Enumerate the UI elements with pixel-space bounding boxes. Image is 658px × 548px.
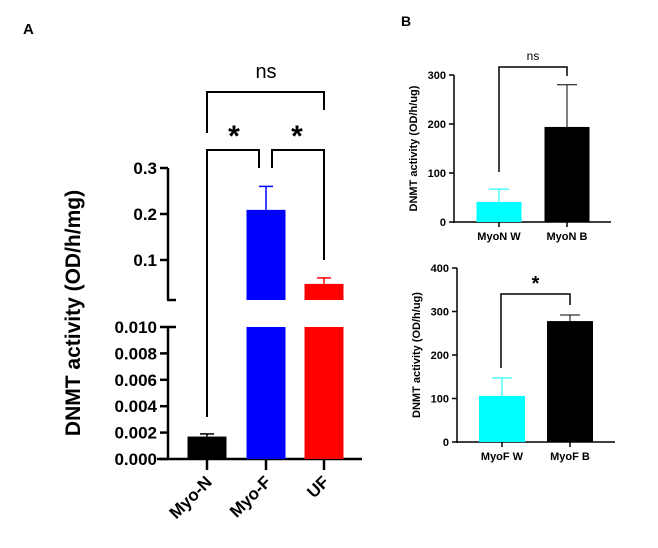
y-tick-label: 100 (431, 394, 449, 406)
y-tick-label: 0.006 (114, 371, 157, 390)
panel-label-b: B (401, 13, 411, 29)
y-tick-label: 100 (428, 168, 446, 180)
y-tick-label: 0.008 (114, 344, 157, 363)
bar-myo-f-lower (246, 327, 286, 459)
panel-label-a: A (23, 21, 34, 38)
x-tick-label: MyoN B (547, 231, 588, 243)
x-tick-label: MyoF W (481, 451, 524, 463)
significance-label: ns (255, 61, 276, 83)
y-tick-label: 300 (431, 307, 449, 319)
y-tick-label: 400 (431, 263, 449, 275)
x-tick-label: Myo-N (166, 472, 216, 522)
significance-label: ns (527, 49, 540, 63)
bar-myof-w (479, 395, 525, 442)
y-tick-label: 200 (431, 350, 449, 362)
y-tick-label: 0.1 (133, 251, 157, 270)
y-tick-label: 0 (443, 437, 449, 449)
y-tick-label: 300 (428, 70, 446, 82)
y-tick-label: 0.000 (114, 450, 157, 469)
significance-label: * (228, 120, 240, 153)
y-axis-label: DNMT activity (OD/h/ug) (408, 85, 420, 211)
bar-myo-f-upper (246, 209, 286, 300)
y-tick-label: 0 (440, 217, 446, 229)
x-tick-label: MyoF B (550, 451, 590, 463)
x-tick-label: Myo-F (226, 472, 275, 521)
y-tick-label: 0.2 (133, 205, 157, 224)
x-tick-label: UF (303, 472, 332, 501)
y-tick-label: 200 (428, 119, 446, 131)
significance-label: * (291, 120, 303, 153)
significance-bracket (206, 91, 325, 133)
significance-label: * (532, 273, 540, 295)
y-axis-label: DNMT activity (OD/h/mg) (62, 190, 85, 436)
significance-bracket (500, 293, 571, 368)
y-tick-label: 0.010 (114, 318, 157, 337)
bar-myof-b (547, 321, 593, 442)
x-tick-label: MyoN W (477, 231, 521, 243)
bar-myo-n (187, 436, 227, 459)
significance-bracket (498, 66, 568, 172)
bar-uf-lower (304, 327, 344, 459)
bar-myon-b (544, 126, 590, 222)
y-axis-label: DNMT activity (OD/h/ug) (411, 292, 423, 418)
bar-myon-w (476, 201, 522, 222)
y-tick-label: 0.002 (114, 424, 157, 443)
y-tick-label: 0.004 (114, 397, 157, 416)
y-tick-label: 0.3 (133, 159, 157, 178)
significance-bracket (206, 149, 260, 417)
bar-uf-upper (304, 283, 344, 300)
significance-bracket (271, 149, 325, 260)
